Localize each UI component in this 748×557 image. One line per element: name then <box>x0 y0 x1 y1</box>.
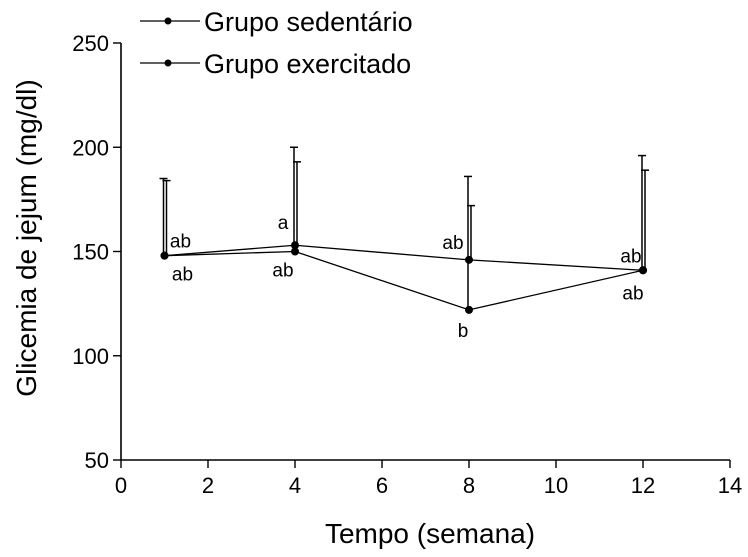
legend-marker-exercitado <box>164 59 172 67</box>
point-1-2 <box>464 255 473 264</box>
y-tick-label-4: 250 <box>72 31 109 56</box>
y-tick-label-2: 150 <box>72 240 109 265</box>
legend-label-exercitado: Grupo exercitado <box>204 49 411 79</box>
point-label-1-2: ab <box>442 233 463 254</box>
x-tick-label-3: 6 <box>376 473 388 498</box>
series-line-0 <box>164 250 644 311</box>
y-axis-title: Glicemia de jejum (mg/dl) <box>11 79 42 396</box>
point-label-1-3: ab <box>620 246 641 267</box>
legend-label-sedentario: Grupo sedentário <box>204 7 413 37</box>
legend: Grupo sedentário Grupo exercitado <box>140 7 413 79</box>
x-tick-label-2: 4 <box>289 473 301 498</box>
point-0-2 <box>464 305 473 314</box>
point-label-1-1: a <box>278 213 289 234</box>
series-group: ab ab b ab ab a ab ab <box>159 146 649 342</box>
point-label-0-1: ab <box>272 261 293 282</box>
legend-marker-sedentario <box>164 17 172 25</box>
point-1-1 <box>290 241 299 250</box>
point-1-0 <box>160 251 169 260</box>
point-label-0-2: b <box>458 321 469 342</box>
x-tick-label-5: 10 <box>544 473 568 498</box>
point-label-1-0: ab <box>170 232 191 253</box>
point-1-3 <box>639 266 648 275</box>
x-tick-label-1: 2 <box>202 473 214 498</box>
point-label-0-3: ab <box>622 283 643 304</box>
series-line-1 <box>164 244 644 271</box>
series-0: ab ab b ab <box>159 146 648 342</box>
x-tick-label-4: 8 <box>463 473 475 498</box>
y-tick-label-1: 100 <box>72 344 109 369</box>
y-tick-label-3: 200 <box>72 135 109 160</box>
x-tick-label-6: 12 <box>631 473 655 498</box>
x-ticks: 0 2 4 6 8 10 12 14 <box>115 460 742 498</box>
x-axis-title: Tempo (semana) <box>325 518 535 549</box>
x-tick-label-7: 14 <box>718 473 742 498</box>
series-1: ab a ab ab <box>160 161 649 275</box>
point-label-0-0: ab <box>172 265 193 286</box>
y-ticks: 50 100 150 200 250 <box>72 31 121 473</box>
y-tick-label-0: 50 <box>85 448 109 473</box>
x-tick-label-0: 0 <box>115 473 127 498</box>
